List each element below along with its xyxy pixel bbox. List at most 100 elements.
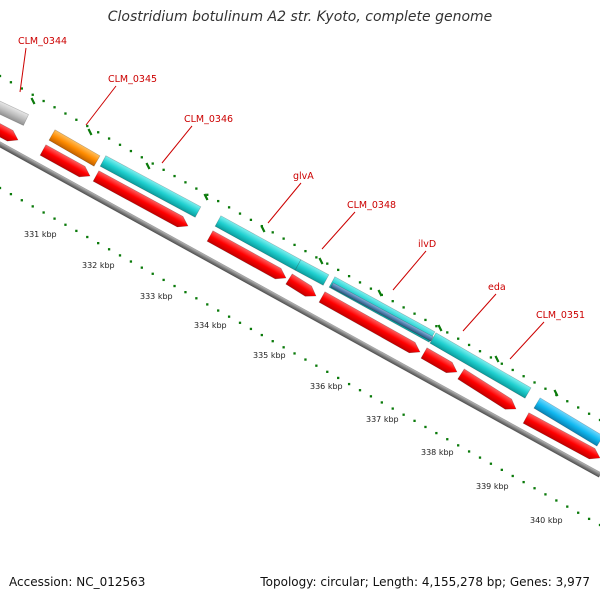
- cds-layer: [0, 120, 600, 460]
- tick-label: 333 kbp: [140, 292, 173, 301]
- gene-feature: [99, 155, 202, 218]
- tick-dot: [413, 419, 416, 422]
- major-tick: [145, 162, 151, 170]
- tick-dot: [402, 413, 405, 416]
- tick-dot: [467, 450, 471, 453]
- gene-label: CLM_0344: [18, 36, 67, 47]
- tick-dot: [424, 425, 427, 429]
- tick-dot: [424, 318, 427, 322]
- tick-dot: [249, 218, 253, 222]
- tick-dot: [86, 235, 89, 239]
- tick-label: 336 kbp: [310, 382, 343, 391]
- tick-dot: [446, 331, 449, 334]
- cds-arrow: [522, 412, 600, 460]
- gene-feature: [48, 129, 101, 167]
- major-tick: [260, 225, 266, 233]
- tick-dot: [380, 401, 383, 404]
- tick-dot: [282, 346, 285, 349]
- major-tick: [30, 97, 36, 105]
- major-tick: [437, 324, 443, 332]
- major-tick: [377, 289, 383, 297]
- tick-dot: [304, 249, 307, 253]
- tick-dot: [31, 93, 34, 96]
- major-tick: [87, 128, 93, 136]
- gene-label: CLM_0351: [536, 310, 585, 321]
- tick-label: 339 kbp: [476, 482, 509, 491]
- tick-dot: [489, 356, 493, 359]
- tick-dot: [42, 211, 45, 214]
- tick-label: 337 kbp: [366, 415, 399, 424]
- backbone-layer: [0, 136, 600, 478]
- tick-dot: [544, 493, 547, 496]
- tick-dot: [315, 364, 318, 367]
- tick-dot: [173, 284, 176, 288]
- accession-text: Accession: NC_012563: [9, 575, 146, 589]
- cds-arrow: [0, 120, 19, 142]
- tick-dot: [489, 462, 493, 465]
- tick-dot: [511, 368, 514, 372]
- label-layer: 331 kbp 332 kbp 333 kbp 334 kbp 335 kbp 336 k…: [18, 36, 585, 525]
- tick-dot: [206, 193, 209, 196]
- gene-label: CLM_0346: [184, 114, 233, 125]
- tick-dot: [500, 362, 503, 365]
- gene-feature: [214, 215, 302, 271]
- tick-dot: [566, 505, 569, 508]
- tick-dot: [369, 395, 373, 398]
- tick-dot: [337, 376, 340, 380]
- tick-dot: [435, 431, 438, 435]
- tick-dot: [533, 381, 536, 384]
- major-tick: [203, 193, 209, 201]
- tick-dot: [457, 444, 460, 447]
- tick-dot: [271, 340, 274, 343]
- tick-dot: [9, 81, 13, 84]
- tick-dot: [20, 199, 23, 202]
- tick-dot: [20, 87, 23, 90]
- tick-dot: [337, 268, 340, 272]
- tick-dot: [478, 350, 482, 353]
- tick-dot: [184, 291, 187, 294]
- major-tick: [494, 355, 500, 363]
- tick-dot: [533, 487, 536, 490]
- map-title: Clostridium botulinum A2 str. Kyoto, com…: [107, 9, 493, 25]
- tick-dot: [75, 118, 78, 121]
- gene-leader-line: [462, 293, 497, 332]
- gene-feature: [0, 98, 29, 126]
- tick-dot: [544, 387, 547, 390]
- gene-leader-line: [85, 85, 117, 126]
- genome-summary-text: Topology: circular; Length: 4,155,278 bp…: [260, 575, 590, 589]
- cds-arrow: [457, 368, 517, 410]
- tick-label: 332 kbp: [82, 261, 115, 270]
- gene-feature: [533, 397, 600, 447]
- tick-dot: [129, 149, 133, 153]
- gene-feature: [429, 332, 532, 399]
- gene-label: ilvD: [418, 239, 436, 250]
- tick-dot: [64, 223, 67, 226]
- genome-backbone: [0, 136, 600, 478]
- gene-label: eda: [488, 282, 506, 293]
- tick-dot: [140, 156, 143, 159]
- tick-dot: [162, 278, 165, 282]
- tick-dot: [358, 281, 362, 284]
- tick-dot: [511, 474, 514, 478]
- tick-dot: [0, 186, 2, 190]
- cds-arrow: [92, 170, 189, 228]
- tick-label: 334 kbp: [194, 321, 227, 330]
- tick-dot: [195, 187, 198, 190]
- tick-dot: [0, 74, 2, 78]
- tick-dot: [217, 309, 220, 312]
- tick-dot: [118, 143, 122, 146]
- tick-dot: [151, 272, 154, 275]
- tick-dot: [522, 375, 525, 378]
- tick-dot: [347, 382, 351, 386]
- gene-leader-line: [392, 250, 427, 291]
- tick-dot: [162, 168, 165, 171]
- tick-dot: [86, 124, 89, 128]
- tick-dot: [195, 297, 198, 300]
- tick-dot: [118, 254, 122, 257]
- major-tick: [318, 257, 324, 265]
- tick-dot: [249, 327, 253, 331]
- tick-dot: [413, 312, 416, 315]
- tick-dot: [53, 217, 56, 220]
- tick-dot: [391, 407, 394, 410]
- tick-dot: [347, 274, 351, 278]
